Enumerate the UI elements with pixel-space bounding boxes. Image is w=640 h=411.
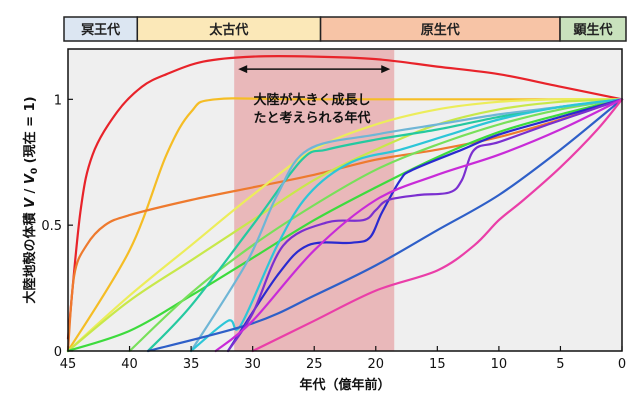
series-line-lime: [66, 98, 624, 353]
eon-label-3: 顕生代: [574, 22, 613, 38]
series-line-pink: [251, 98, 624, 353]
x-tick-label-40: 40: [121, 357, 138, 372]
series-line-yellow-orange: [66, 97, 624, 353]
x-tick-label-25: 25: [306, 357, 323, 372]
x-tick-label-5: 5: [556, 357, 564, 372]
series-line-teal: [146, 98, 624, 353]
eon-box-1: [136, 16, 322, 42]
series-line-red: [66, 54, 624, 340]
x-tick-label-20: 20: [368, 357, 385, 372]
axis-ticks: 45 40 35 30 25 20 15 10 5 0 0 0.5 1: [41, 93, 626, 372]
arrow-head-right: [381, 65, 391, 74]
y-tick-label-1: 0.5: [41, 219, 62, 234]
eon-box-3: [559, 16, 627, 42]
eon-label-2: 原生代: [421, 22, 460, 38]
annotation: 大陸が大きく成長し たと考えられる年代: [238, 65, 391, 126]
eon-label-1: 太古代: [208, 22, 248, 38]
geologic-eon-bar: 冥王代 太古代 原生代 顕生代: [63, 16, 627, 42]
eon-box-0: [63, 16, 139, 42]
x-tick-label-0: 0: [618, 357, 626, 372]
y-axis-title: 大陸地殻の体積 V / V0 (現在 = 1): [22, 96, 40, 303]
annotation-text-line-2: たと考えられる年代: [253, 110, 370, 126]
x-tick-label-45: 45: [60, 357, 77, 372]
x-tick-label-10: 10: [491, 357, 508, 372]
series-line-deep-blue: [226, 98, 624, 353]
series-line-magenta: [214, 98, 624, 353]
series-line-green-2: [128, 98, 624, 353]
series-line-violet: [226, 98, 624, 353]
annotation-text-line-1: 大陸が大きく成長し: [253, 92, 370, 108]
series-line-blue: [146, 98, 624, 353]
model-curves: [66, 54, 624, 353]
series-line-steel-blue: [190, 98, 624, 353]
y-tick-label-2: 1: [54, 93, 62, 108]
plot-frame: [67, 48, 623, 352]
x-tick-label-15: 15: [429, 357, 446, 372]
x-tick-label-30: 30: [244, 357, 261, 372]
series-line-green: [66, 98, 624, 353]
x-tick-label-35: 35: [183, 357, 200, 372]
series-line-orange: [66, 98, 624, 353]
eon-label-0: 冥王代: [81, 22, 120, 38]
x-axis-title: 年代（億年前）: [299, 377, 390, 393]
y-tick-label-0: 0: [54, 345, 62, 360]
arrow-head-left: [238, 65, 248, 74]
series-line-cyan: [190, 98, 624, 353]
eon-box-2: [319, 16, 561, 42]
